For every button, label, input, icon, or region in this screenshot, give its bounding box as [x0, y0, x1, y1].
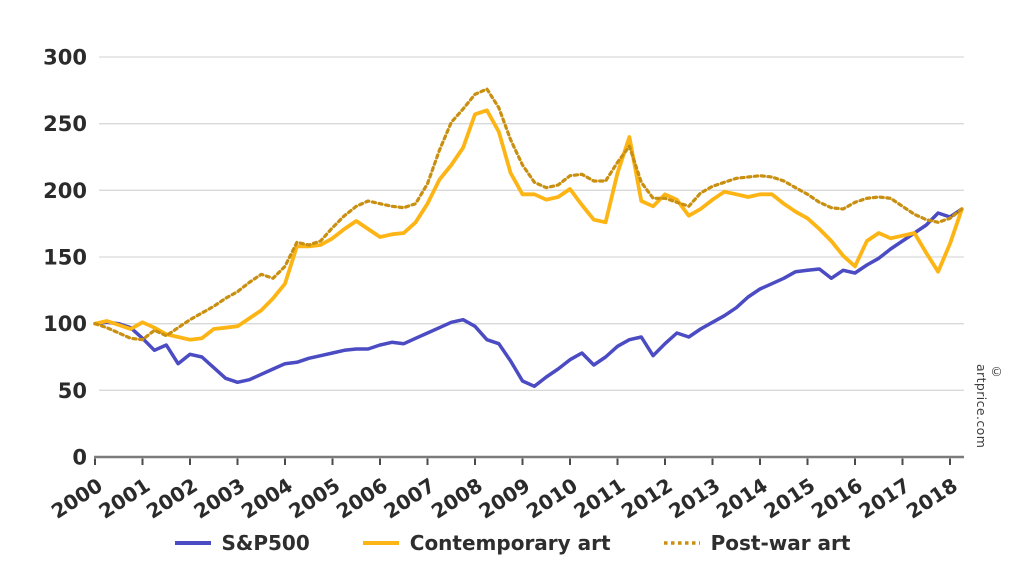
series-line-contemporary-art [93, 108, 964, 342]
y-tick-label: 200 [43, 179, 87, 203]
x-tick-label: 2016 [807, 473, 867, 522]
x-tick-label: 2013 [664, 473, 724, 522]
legend-label-sp500: S&P500 [221, 531, 310, 555]
y-tick-label: 0 [72, 446, 87, 470]
y-tick-label: 150 [43, 246, 87, 270]
x-tick-label: 2011 [569, 473, 629, 522]
x-tick-label: 2002 [142, 473, 202, 522]
artprice-watermark: © artprice.com [974, 364, 1004, 449]
x-tick-label: 2012 [617, 473, 677, 522]
chart-canvas: 0501001502002503002000200120022003200420… [43, 46, 964, 524]
x-tick-label: 2017 [854, 473, 914, 522]
x-tick-label: 2015 [759, 473, 819, 522]
x-tick-label: 2001 [94, 473, 154, 522]
x-tick-label: 2008 [427, 473, 487, 522]
x-tick-label: 2006 [332, 473, 392, 522]
x-tick-label: 2014 [712, 473, 772, 522]
x-tick-label: 2007 [379, 473, 439, 522]
sp500-line-swatch-icon [174, 541, 211, 545]
x-tick-label: 2000 [47, 473, 107, 522]
y-tick-label: 250 [43, 112, 87, 136]
x-tick-label: 2018 [902, 473, 962, 522]
x-tick-label: 2003 [189, 473, 249, 522]
series-line-s-p500 [93, 207, 964, 389]
x-tick-label: 2010 [522, 473, 582, 522]
legend-item-sp500: S&P500 [174, 531, 310, 555]
legend-item-contemporary-art: Contemporary art [362, 531, 611, 555]
legend-label-contemporary-art: Contemporary art [409, 531, 611, 555]
legend-item-post-war-art: Post-war art [663, 531, 851, 555]
x-tick-label: 2009 [474, 473, 534, 522]
y-tick-label: 100 [43, 312, 87, 336]
x-tick-label: 2005 [284, 473, 344, 522]
y-tick-label: 300 [43, 46, 87, 70]
legend-label-post-war-art: Post-war art [710, 531, 851, 555]
chart-legend: S&P500 Contemporary art Post-war art [0, 531, 1024, 555]
x-tick-label: 2004 [237, 473, 297, 522]
series-line-post-war-art [93, 87, 964, 342]
y-tick-label: 50 [58, 379, 87, 403]
post-war-art-dashed-swatch-icon [663, 541, 700, 545]
contemporary-art-line-swatch-icon [362, 541, 399, 545]
